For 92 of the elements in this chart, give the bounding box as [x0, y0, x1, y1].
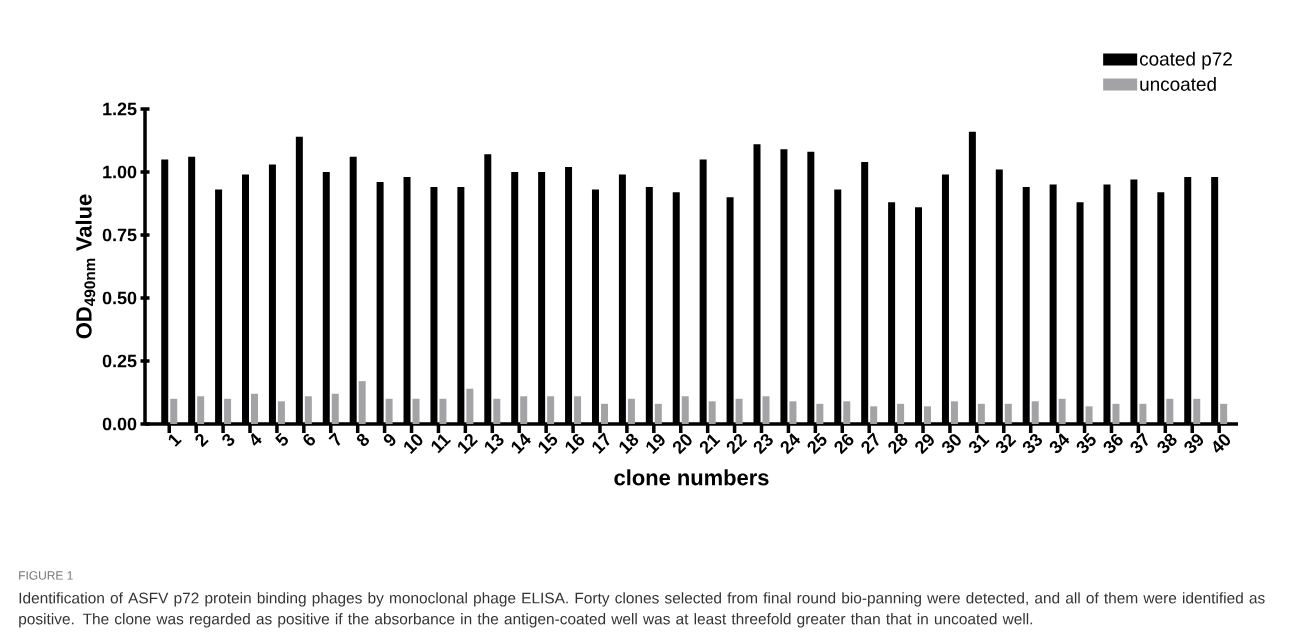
x-tick-label: 32 — [995, 433, 1017, 454]
bar — [977, 403, 985, 424]
x-tick-label: 38 — [1157, 433, 1177, 454]
text: Identification of ASFV p72 protein binding phages by monoclonal phage ELISA. Forty clones selected from final round bio-panning were detected, and all of them were identified as positive. The clone was regarded as positive if the absorbance in the antigen-coated well was at least threefold greater than that in uncoated well. — [19, 592, 1265, 628]
x-tick-label: 15 — [538, 432, 558, 454]
bar — [762, 396, 770, 424]
caption: FIGURE 1 — [19, 571, 73, 580]
bar — [574, 396, 582, 424]
bar — [654, 403, 662, 424]
x-tick-label: 27 — [861, 432, 879, 455]
x-tick-label: 40 — [1213, 434, 1231, 453]
bar — [681, 396, 689, 424]
x-tick-label: 18 — [619, 433, 639, 455]
y-tick-label: 0.75 — [102, 228, 137, 242]
bar — [843, 401, 851, 424]
bar — [251, 393, 258, 424]
y-tick-label: 0.00 — [102, 417, 137, 431]
bar — [816, 403, 824, 424]
x-tick-label: 25 — [807, 432, 827, 455]
bar — [466, 388, 474, 424]
x-tick-label: 23 — [753, 433, 773, 455]
bar — [439, 398, 447, 424]
x-tick-label: 21 — [699, 434, 721, 455]
x-tick-label: 22 — [726, 433, 748, 455]
x-tick-label: 7 — [328, 432, 341, 446]
x-tick-label: 28 — [888, 433, 908, 455]
x-tick-label: 4 — [251, 433, 262, 446]
x-tick-label: 19 — [646, 434, 665, 455]
x-tick-label: 5 — [275, 432, 288, 446]
y-tick-label: 0.50 — [102, 291, 137, 305]
x-tick-label: 12 — [457, 433, 478, 455]
y-tick-label: 1.00 — [103, 165, 137, 179]
bar — [870, 406, 878, 424]
x-tick-label: 1 — [168, 434, 182, 447]
bar — [1220, 403, 1228, 424]
bar — [627, 398, 635, 424]
x-tick-label: 24 — [780, 433, 801, 455]
x-tick-label: 36 — [1103, 433, 1123, 454]
bar — [1058, 398, 1066, 424]
x-tick-label: 26 — [834, 433, 854, 455]
x-tick-label: 9 — [383, 434, 396, 446]
legend-label: coated p72 — [1139, 51, 1232, 70]
x-tick-label: 14 — [511, 433, 531, 454]
x-tick-label: 16 — [565, 433, 585, 455]
y-axis-title: OD$_{490nm}$ Value — [75, 194, 96, 339]
bar — [277, 401, 285, 424]
x-tick-label: 35 — [1076, 432, 1096, 454]
bar — [924, 406, 932, 424]
bar — [331, 393, 339, 424]
bar — [1139, 403, 1147, 424]
x-tick-label: 6 — [303, 433, 316, 446]
x-tick-label: 13 — [484, 433, 504, 455]
x-tick-label: 17 — [592, 432, 610, 454]
bar — [224, 398, 232, 424]
x-tick-label: 8 — [356, 433, 370, 447]
x-tick-label: 20 — [672, 434, 692, 455]
x-tick-label: 33 — [1022, 433, 1043, 454]
bar — [600, 403, 608, 424]
bar — [708, 401, 716, 424]
bar — [412, 398, 420, 424]
y-tick-label: 1.25 — [103, 102, 137, 116]
bar — [1193, 398, 1201, 424]
x-tick-label: 34 — [1049, 433, 1070, 454]
bar — [950, 401, 958, 424]
bar — [170, 398, 178, 424]
bar — [520, 396, 528, 424]
bar — [1004, 403, 1012, 424]
x-tick-label: 39 — [1184, 434, 1204, 454]
bar — [304, 396, 312, 424]
bar — [1085, 406, 1093, 424]
bar — [1166, 398, 1174, 424]
y-tick-label: 0.25 — [102, 354, 137, 368]
bar — [547, 396, 555, 424]
bar — [735, 398, 743, 424]
bar — [789, 401, 797, 424]
x-tick-label: 37 — [1130, 432, 1149, 454]
legend-label: uncoated — [1140, 76, 1216, 91]
bar — [897, 403, 905, 424]
bar — [1112, 403, 1120, 424]
x-tick-label: 31 — [969, 434, 990, 454]
bar — [385, 398, 393, 424]
x-tick-label: 10 — [404, 434, 423, 455]
bar — [197, 396, 205, 424]
bar — [358, 381, 366, 424]
bar — [493, 398, 501, 424]
x-tick-label: 29 — [915, 434, 934, 455]
x-tick-label: 3 — [222, 433, 235, 447]
bar — [1031, 401, 1039, 424]
x-axis-title: clone numbers — [614, 469, 769, 486]
x-tick-label: 30 — [942, 434, 961, 454]
x-tick-label: 2 — [195, 433, 209, 448]
x-tick-label: 11 — [431, 434, 452, 454]
